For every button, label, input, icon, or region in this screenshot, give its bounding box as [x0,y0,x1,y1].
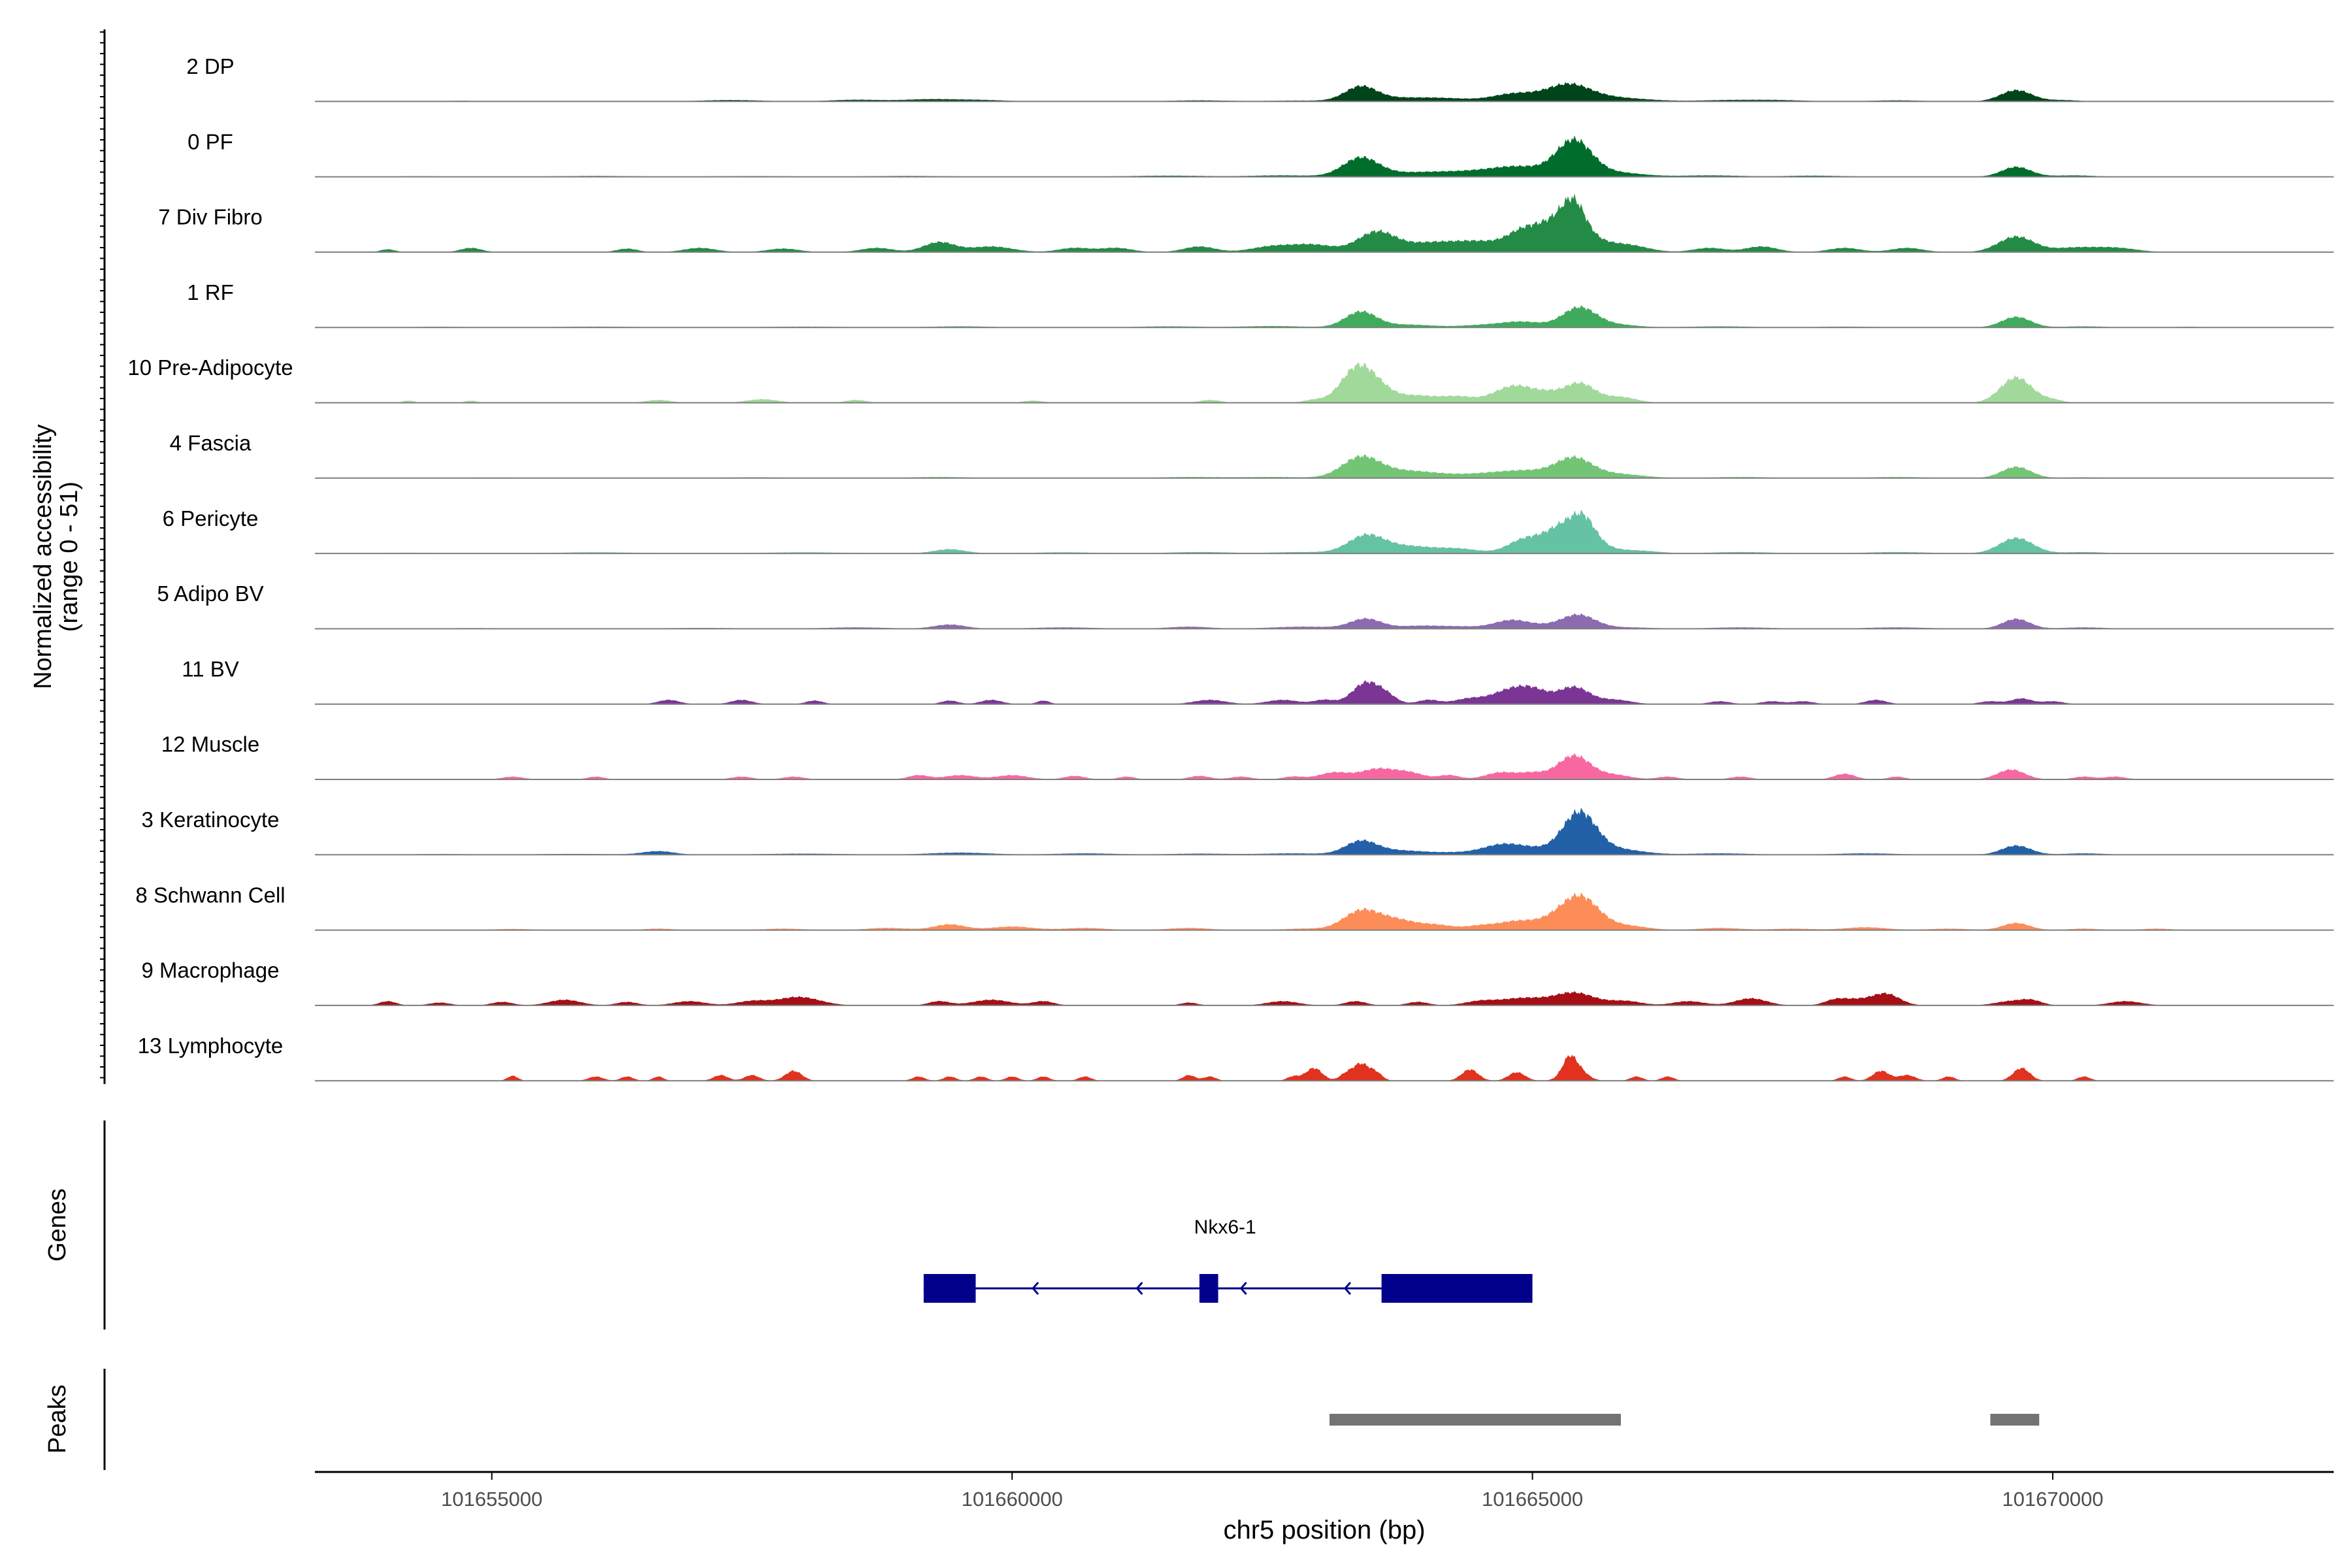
x-tick-label: 101665000 [1482,1488,1583,1511]
track-label: 3 Keratinocyte [142,808,280,832]
track-label: 12 Muscle [161,732,259,757]
coverage-area [315,82,2334,102]
gene-exon [1381,1274,1533,1303]
peak-region [1990,1414,2040,1426]
peaks-track [103,1369,2040,1470]
track-label: 13 Lymphocyte [138,1034,284,1058]
coverage-area [315,454,2334,478]
track-10: 3 Keratinocyte [142,807,2334,856]
strand-arrow [1135,1282,1143,1295]
track-label: 6 Pericyte [163,506,259,531]
coverage-area [315,991,2334,1005]
track-2: 7 Div Fibro [158,193,2334,253]
peaks-track-label: Peaks [44,1384,71,1454]
track-8: 11 BV [182,657,2334,705]
x-tick-label: 101670000 [2002,1488,2103,1511]
genes-track-label: Genes [44,1188,71,1262]
coverage-area [315,807,2334,855]
gene-exon [1199,1274,1218,1303]
peak-region [1329,1414,1621,1426]
y-axis [100,29,106,1085]
track-label: 4 Fascia [170,431,252,455]
coverage-area [315,680,2334,704]
track-5: 4 Fascia [170,431,2334,479]
gene-exon [923,1274,976,1303]
track-4: 10 Pre-Adipocyte [127,355,2334,404]
x-tick-label: 101655000 [441,1488,542,1511]
track-label: 8 Schwann Cell [135,883,285,907]
track-0: 2 DP [186,54,2334,103]
track-12: 9 Macrophage [142,958,2334,1006]
gene-name-label: Nkx6-1 [1194,1217,1256,1238]
strand-arrow [1032,1282,1039,1295]
track-label: 0 PF [188,129,233,154]
track-label: 5 Adipo BV [157,581,263,606]
coverage-area [315,193,2334,252]
track-1: 0 PF [188,129,2334,178]
coverage-area [315,135,2334,177]
coverage-area [315,362,2334,403]
coverage-area [315,753,2334,779]
coverage-area [315,613,2334,629]
y-axis-label-range: (range 0 - 51) [56,482,83,632]
track-label: 2 DP [186,54,234,78]
x-axis: 101655000 101660000 101665000 101670000 [315,1471,2334,1511]
track-7: 5 Adipo BV [157,581,2334,630]
track-9: 12 Muscle [161,732,2334,780]
track-13: 13 Lymphocyte [138,1034,2334,1082]
coverage-tracks: 2 DP 0 PF 7 Div Fibro 1 RF 10 Pre-Adipocyte 4… [127,54,2334,1082]
gene-track [103,1120,1533,1330]
coverage-area [315,892,2334,930]
x-axis-label: chr5 position (bp) [1223,1516,1425,1544]
y-axis-label: Normalized accessibility [29,424,57,689]
x-tick-label: 101660000 [962,1488,1063,1511]
strand-arrow [1239,1282,1247,1295]
track-label: 1 RF [187,280,234,304]
track-label: 9 Macrophage [142,958,280,983]
coverage-area [315,305,2334,328]
strand-arrow [1343,1282,1351,1295]
track-11: 8 Schwann Cell [135,883,2334,931]
track-3: 1 RF [187,280,2334,329]
track-label: 11 BV [182,657,238,681]
track-6: 6 Pericyte [163,506,2334,555]
coverage-area [315,509,2334,554]
track-label: 10 Pre-Adipocyte [127,355,293,380]
track-label: 7 Div Fibro [158,205,263,229]
coverage-area [315,1054,2334,1081]
